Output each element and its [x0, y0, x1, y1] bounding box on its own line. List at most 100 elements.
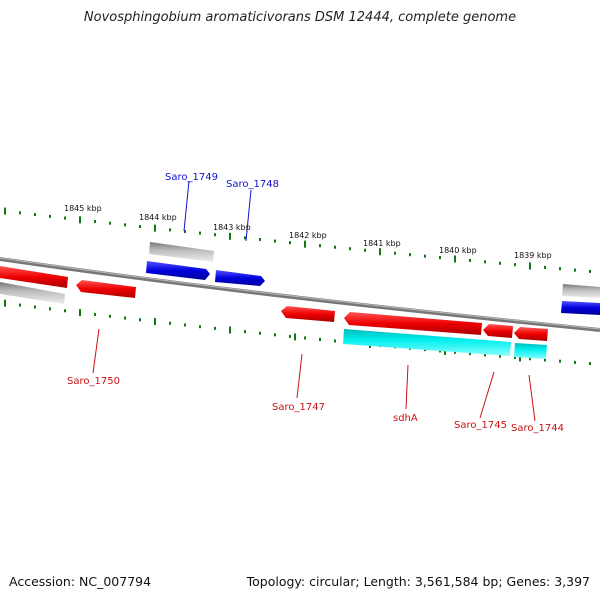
upper-minor-tick [49, 214, 51, 218]
gene-label-saro-1744[interactable]: Saro_1744 [511, 423, 564, 434]
upper-minor-tick [109, 221, 111, 225]
cds-saro-1747[interactable] [281, 306, 335, 322]
gene-feature-saro-1749[interactable] [149, 242, 214, 262]
lower-minor-tick [109, 314, 111, 318]
upper-minor-tick [439, 256, 441, 260]
lower-minor-tick [334, 339, 336, 343]
accession-text: Accession: NC_007794 [9, 574, 152, 589]
lower-minor-tick [214, 326, 216, 330]
leader-saro-1748 [245, 189, 252, 242]
lower-major-tick [154, 318, 156, 326]
lower-minor-tick [454, 350, 456, 354]
gene-label-saro-1745[interactable]: Saro_1745 [454, 420, 507, 431]
lower-minor-tick [199, 325, 201, 329]
lower-minor-tick [64, 309, 66, 313]
topology-text: Topology: circular; Length: 3,561,584 bp… [246, 574, 590, 589]
genome-title: Novosphingobium aromaticivorans DSM 1244… [83, 10, 517, 25]
upper-minor-tick [559, 267, 561, 271]
cds-saro-1744[interactable] [514, 327, 548, 341]
cds-saro-1750[interactable] [76, 280, 136, 298]
leader-saro-1747 [296, 353, 303, 399]
kbp-label-group: 1845 kbp 1844 kbp 1843 kbp 1842 kbp 1841… [64, 204, 552, 260]
kbp-label-1842: 1842 kbp [289, 231, 327, 240]
rna-feature-sdha[interactable] [343, 329, 511, 356]
gene-feature-left-forward[interactable] [0, 282, 65, 304]
upper-minor-tick [484, 260, 486, 264]
upper-minor-tick [184, 229, 186, 233]
cds-left-edge[interactable] [0, 266, 68, 288]
cds-saro-1748[interactable] [215, 270, 265, 286]
lower-minor-tick [169, 321, 171, 325]
upper-minor-tick [544, 265, 546, 269]
lower-minor-tick [19, 303, 21, 307]
kbp-label-1840: 1840 kbp [439, 246, 477, 255]
gene-label-saro-1747[interactable]: Saro_1747 [272, 402, 325, 413]
upper-major-tick [529, 262, 531, 270]
lower-major-tick [79, 309, 81, 317]
lower-minor-tick [574, 360, 576, 364]
upper-major-tick [4, 207, 6, 215]
upper-major-tick [79, 216, 81, 224]
genome-backbone [0, 257, 600, 332]
cds-saro-1749[interactable] [146, 261, 210, 280]
lower-minor-tick [559, 359, 561, 363]
lower-minor-tick [124, 316, 126, 320]
lower-minor-tick [469, 352, 471, 356]
gene-feature-right-edge[interactable] [562, 284, 600, 298]
cds-sdha[interactable] [344, 312, 482, 335]
kbp-label-1841: 1841 kbp [363, 239, 401, 248]
tick-row-upper [4, 207, 591, 273]
lower-major-tick [229, 326, 231, 334]
lower-minor-tick [259, 331, 261, 335]
lower-minor-tick [289, 334, 291, 338]
gene-label-group: Saro_1749 Saro_1748 Saro_1750 Saro_1747 … [67, 172, 564, 434]
lower-minor-tick [529, 357, 531, 361]
upper-minor-tick [574, 268, 576, 272]
upper-major-tick [454, 255, 456, 263]
lower-major-tick [294, 333, 296, 341]
gene-label-saro-1749[interactable]: Saro_1749 [165, 172, 218, 183]
lower-minor-tick [274, 333, 276, 337]
upper-minor-tick [169, 228, 171, 232]
kbp-label-1839: 1839 kbp [514, 251, 552, 260]
gene-label-saro-1750[interactable]: Saro_1750 [67, 376, 120, 387]
gene-label-sdha[interactable]: sdhA [393, 413, 418, 424]
upper-minor-tick [409, 253, 411, 257]
upper-major-tick [154, 224, 156, 232]
upper-minor-tick [199, 231, 201, 235]
upper-minor-tick [469, 258, 471, 262]
upper-minor-tick [289, 241, 291, 245]
upper-minor-tick [514, 263, 516, 267]
leader-sdha [405, 364, 409, 410]
cds-right-edge[interactable] [561, 301, 600, 315]
upper-minor-tick [64, 216, 66, 220]
lower-minor-tick [94, 312, 96, 316]
kbp-label-1845: 1845 kbp [64, 204, 102, 213]
gene-label-saro-1748[interactable]: Saro_1748 [226, 179, 279, 190]
upper-minor-tick [139, 225, 141, 229]
lower-minor-tick [139, 318, 141, 322]
lower-major-tick [4, 299, 6, 307]
lower-minor-tick [49, 307, 51, 311]
upper-minor-tick [214, 233, 216, 237]
lower-major-tick [444, 347, 446, 355]
upper-minor-tick [364, 248, 366, 252]
lower-minor-tick [244, 330, 246, 334]
upper-minor-tick [19, 211, 21, 215]
leader-saro-1744 [528, 374, 536, 422]
kbp-label-1843: 1843 kbp [213, 223, 251, 232]
upper-major-tick [304, 240, 306, 248]
upper-minor-tick [259, 237, 261, 241]
leader-saro-1745 [479, 371, 495, 419]
upper-minor-tick [274, 239, 276, 243]
leader-saro-1749 [183, 180, 190, 232]
lower-minor-tick [319, 337, 321, 341]
rna-feature-saro-1744[interactable] [514, 343, 547, 359]
cds-saro-1745[interactable] [483, 324, 513, 338]
kbp-label-1844: 1844 kbp [139, 213, 177, 222]
lower-minor-tick [544, 358, 546, 362]
lower-minor-tick [184, 323, 186, 327]
lower-minor-tick [439, 349, 441, 353]
